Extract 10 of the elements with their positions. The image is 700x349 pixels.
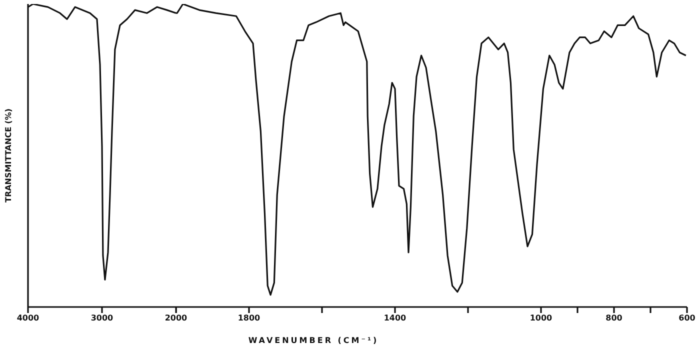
- x-tick-label: 1000: [530, 314, 553, 323]
- x-tick-label: 4000: [16, 314, 40, 323]
- y-axis-title: TRANSMITTANCE (%): [4, 108, 13, 203]
- x-tick-label: 1400: [384, 314, 407, 323]
- x-tick-label: 3000: [90, 314, 114, 323]
- x-axis-title: WAVENUMBER (CM⁻¹): [248, 336, 379, 345]
- x-tick-label: 1800: [238, 314, 261, 323]
- x-tick-label: 600: [678, 314, 696, 323]
- x-tick-label: 2000: [164, 314, 188, 323]
- x-tick-label: 800: [606, 314, 623, 323]
